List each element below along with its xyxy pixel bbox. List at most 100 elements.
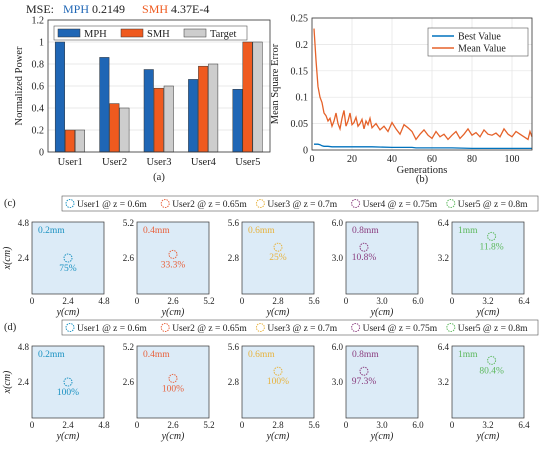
legend-marker-user5 xyxy=(446,199,456,208)
plot-frame xyxy=(47,19,271,153)
legend-swatch-target xyxy=(183,28,207,38)
x-tick-label: 2.8 xyxy=(272,420,284,430)
y-tick-label: 3.0 xyxy=(332,253,344,263)
x-tick-label: 0 xyxy=(30,296,35,306)
x-tick-label: 5.2 xyxy=(203,296,214,306)
legend-label: User1 @ z = 0.6m xyxy=(77,200,147,210)
legend-box xyxy=(61,319,539,336)
pitch-size-label: 1mm xyxy=(458,350,478,360)
x-tick-label: 2.4 xyxy=(62,296,74,306)
x-tick-label: 4.8 xyxy=(98,420,110,430)
bar-mph xyxy=(54,41,65,153)
y-axis-label: Mean Square Error xyxy=(270,43,281,124)
pitch-size-label: 0.6mm xyxy=(248,226,275,236)
x-tick-label: User3 xyxy=(146,157,171,168)
bar-target xyxy=(119,107,130,153)
y-tick-label: 2.8 xyxy=(228,377,240,387)
x-axis-label: Generations xyxy=(397,165,448,176)
bar-target xyxy=(208,63,219,153)
legend-label: User4 @ z = 0.75m xyxy=(363,200,438,210)
y-tick-label: 5.6 xyxy=(228,342,240,352)
y-tick-label: 0.8 xyxy=(32,60,45,71)
x-tick-label: 3.2 xyxy=(482,296,493,306)
y-tick-label: 1 xyxy=(39,38,44,49)
y-tick-label: 3.0 xyxy=(332,377,344,387)
y-axis-label: x(cm) xyxy=(2,370,13,394)
legend-label: Best Value xyxy=(458,32,501,43)
efficiency-label: 33.3% xyxy=(161,260,186,270)
y-tick-label: 6.4 xyxy=(438,342,450,352)
heatmap-panel-3 xyxy=(241,221,315,295)
x-axis-label: y(cm) xyxy=(476,307,500,318)
legend-marker-user1 xyxy=(65,323,75,332)
focus-marker-user4 xyxy=(359,366,369,376)
legend-label: User2 @ z = 0.65m xyxy=(172,324,247,334)
bar-mph xyxy=(232,89,243,153)
x-axis-label: y(cm) xyxy=(266,307,290,318)
y-tick-label: 4.8 xyxy=(18,342,30,352)
bar-smh xyxy=(242,41,253,153)
y-axis-label: x(cm) xyxy=(2,246,13,270)
efficiency-label: 100% xyxy=(57,388,79,398)
y-tick-label: 0 xyxy=(303,146,308,157)
x-tick-label: 100 xyxy=(505,154,520,165)
legend-label: SMH xyxy=(147,29,170,40)
efficiency-label: 25% xyxy=(269,253,287,263)
pitch-size-label: 0.6mm xyxy=(248,350,275,360)
pitch-size-label: 1mm xyxy=(458,226,478,236)
x-axis-label: y(cm) xyxy=(266,431,290,442)
x-tick-label: 3.0 xyxy=(376,296,388,306)
x-tick-label: 0 xyxy=(450,420,455,430)
y-tick-label: 2.4 xyxy=(18,253,30,263)
caption-b: (b) xyxy=(416,174,429,185)
efficiency-label: 100% xyxy=(267,377,289,387)
x-axis-label: y(cm) xyxy=(161,307,185,318)
focus-marker-user4 xyxy=(359,242,369,252)
x-tick-label: 2.8 xyxy=(272,296,284,306)
x-tick-label: 0 xyxy=(344,296,349,306)
focus-marker-user1 xyxy=(63,377,73,387)
plot-frame xyxy=(311,17,533,151)
y-tick-label: 2.4 xyxy=(18,377,30,387)
y-tick-label: 0.05 xyxy=(291,119,309,130)
mse-mph-value: 0.2149 xyxy=(92,2,126,16)
x-tick-label: 2.4 xyxy=(62,420,74,430)
legend-label: Mean Value xyxy=(458,44,506,55)
heatmap-panel-1 xyxy=(31,345,105,419)
focus-marker-user5 xyxy=(487,231,497,241)
chart-a-normalized-power: 0 0.2 0.4 0.6 0.8 1 1.2 User1 User2 User3 User4 Use… xyxy=(14,16,271,183)
bar-mph xyxy=(143,69,154,153)
focus-marker-user5 xyxy=(487,355,497,365)
y-tick-label: 0.2 xyxy=(32,126,45,137)
legend-label: User2 @ z = 0.65m xyxy=(172,200,247,210)
y-tick-label: 0.4 xyxy=(32,104,45,115)
bar-smh xyxy=(198,65,209,153)
caption-c: (c) xyxy=(4,198,16,209)
pitch-size-label: 0.4mm xyxy=(143,350,170,360)
heatmap-panel-5 xyxy=(451,345,525,419)
x-tick-label: 0 xyxy=(310,154,315,165)
legend-label: User3 @ z = 0.7m xyxy=(267,324,337,334)
x-tick-label: 60 xyxy=(427,154,437,165)
bar-smh xyxy=(109,103,120,153)
row-c-heatmaps: (c) User1 @ z = 0.6m User2 @ z = 0.65m User… xyxy=(2,195,539,318)
y-tick-label: 1.2 xyxy=(32,16,45,27)
x-tick-label: 0 xyxy=(240,296,245,306)
focus-marker-user1 xyxy=(63,253,73,263)
efficiency-label: 75% xyxy=(59,264,77,274)
bar-target xyxy=(74,129,85,153)
y-tick-label: 6.4 xyxy=(438,218,450,228)
x-axis-label: y(cm) xyxy=(476,431,500,442)
mse-smh-name: SMH xyxy=(142,2,169,16)
series-line-mean-value xyxy=(313,28,533,141)
series-line-best-value xyxy=(314,143,532,150)
y-tick-label: 2.6 xyxy=(123,377,135,387)
focus-marker-user2 xyxy=(168,373,178,383)
x-tick-label: 0 xyxy=(344,420,349,430)
legend-marker-user3 xyxy=(255,323,265,332)
x-tick-label: 40 xyxy=(387,154,397,165)
x-tick-label: User2 xyxy=(102,157,127,168)
efficiency-label: 100% xyxy=(162,384,184,394)
legend-marker-user3 xyxy=(255,199,265,208)
